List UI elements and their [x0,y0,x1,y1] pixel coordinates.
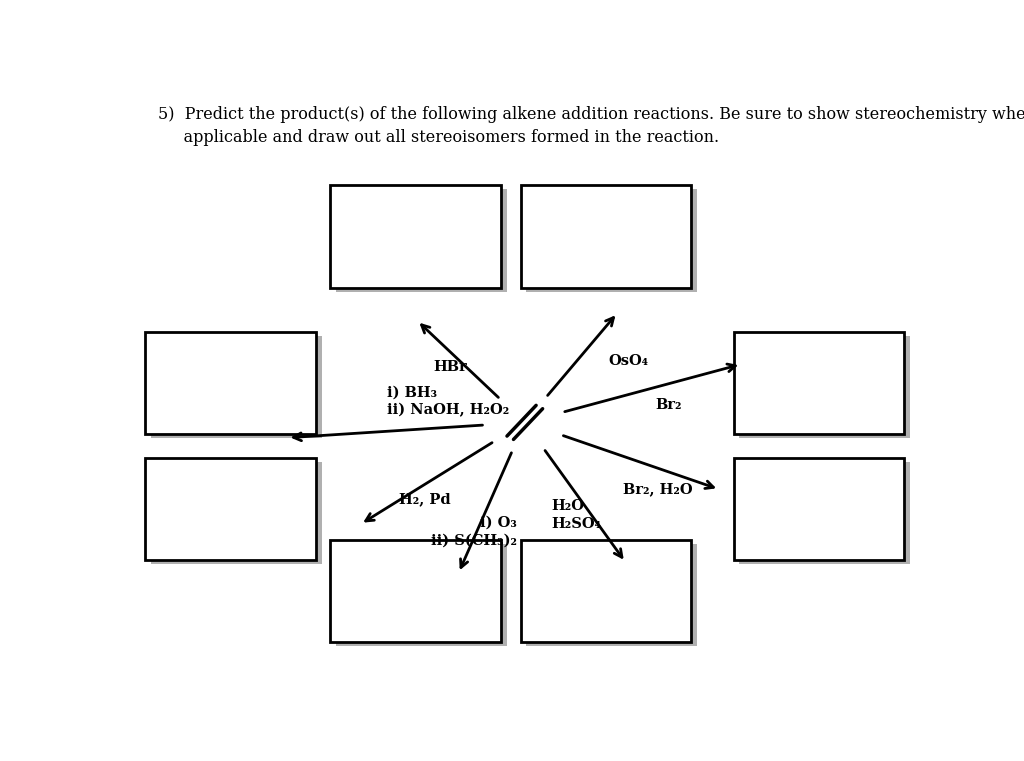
Bar [526,543,697,646]
Bar [521,185,691,288]
Text: OsO₄: OsO₄ [608,354,648,368]
Text: Br₂, H₂O: Br₂, H₂O [623,482,692,496]
Bar [739,336,909,438]
Bar [336,543,507,646]
Text: H₂, Pd: H₂, Pd [399,492,451,506]
Bar [733,332,904,434]
Bar [526,189,697,291]
Bar [739,462,909,564]
Bar [336,189,507,291]
Text: i) BH₃
ii) NaOH, H₂O₂: i) BH₃ ii) NaOH, H₂O₂ [387,386,509,418]
Bar [331,185,501,288]
Text: HBr: HBr [434,361,468,374]
Text: i) O₃
ii) S(CH₃)₂: i) O₃ ii) S(CH₃)₂ [431,516,517,547]
Bar [145,457,316,560]
Bar [151,462,322,564]
Text: 5)  Predict the product(s) of the following alkene addition reactions. Be sure t: 5) Predict the product(s) of the followi… [158,106,1024,123]
Bar [331,540,501,642]
Bar [521,540,691,642]
Text: H₂O
H₂SO₄: H₂O H₂SO₄ [551,499,601,530]
Bar [733,457,904,560]
Text: applicable and draw out all stereoisomers formed in the reaction.: applicable and draw out all stereoisomer… [158,129,719,146]
Bar [145,332,316,434]
Bar [151,336,322,438]
Text: Br₂: Br₂ [655,398,682,412]
